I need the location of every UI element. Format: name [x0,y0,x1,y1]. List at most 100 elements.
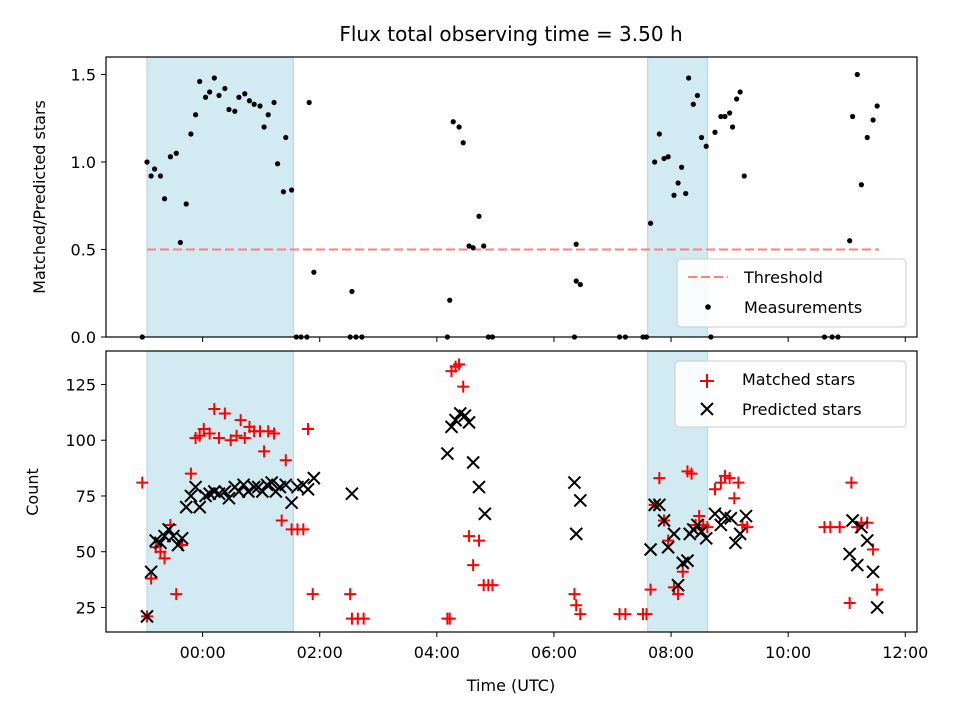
measurement-point-7 [173,150,179,156]
top-y-tick-label-1: 0.5 [71,241,96,260]
predicted-star-point-10 [184,489,198,503]
measurement-point-79 [729,124,736,130]
predicted-star-point-62 [699,531,713,546]
bottom-y-tick-label-4: 125 [65,375,96,394]
bottom-y-tick-label-1: 50 [76,543,96,562]
matched-star-point-34 [344,588,357,601]
predicted-star-point-30 [279,478,293,492]
matched-star-point-59 [653,472,666,485]
legend-measurements-swatch [705,304,711,310]
measurement-point-18 [226,106,232,113]
measurement-point-44 [456,124,462,130]
predicted-star-point-23 [247,480,261,494]
measurement-point-61 [652,159,658,165]
bottom-x-tick-label-6: 12:00 [882,643,928,662]
measurement-point-62 [656,131,662,137]
predicted-star-point-8 [175,531,189,546]
bottom-panel-frame [105,350,918,633]
matched-star-point-83 [845,476,858,489]
predicted-star-point-1 [144,565,158,579]
measurement-point-17 [222,85,228,92]
predicted-star-point-44 [472,480,486,494]
matched-star-point-28 [279,454,292,467]
matched-star-point-52 [574,608,587,621]
chart-title: Flux total observing time = 3.50 h [339,22,682,46]
matched-star-point-0 [136,476,149,489]
matched-star-point-26 [268,427,281,440]
measurement-point-11 [192,112,199,118]
measurement-point-72 [698,134,705,141]
matched-star-point-72 [714,476,727,489]
predicted-star-point-39 [448,413,463,427]
measurement-point-64 [665,154,671,160]
matched-star-point-24 [258,445,271,458]
bottom-y-tick-label-2: 75 [76,487,96,506]
matched-star-point-50 [568,588,581,601]
matched-star-point-18 [230,429,243,442]
predicted-star-point-66 [724,511,738,525]
top-legend: Threshold Measurements [676,258,907,328]
predicted-star-point-50 [647,498,662,512]
matched-star-point-25 [262,425,275,438]
measurement-point-55 [577,281,583,288]
matched-star-point-4 [154,545,167,558]
measurement-point-63 [661,155,667,162]
predicted-star-point-73 [854,520,869,534]
measurement-point-86 [847,238,853,244]
predicted-star-point-27 [265,475,279,490]
matched-star-point-82 [843,597,856,610]
matched-star-point-54 [619,608,632,621]
measurement-point-81 [737,89,743,95]
predicted-star-point-38 [444,420,459,434]
measurement-point-36 [311,269,317,275]
top-panel: 0.0 0.5 1.0 1.5 Matched/Predicted stars Thr… [30,56,918,347]
measurement-point-60 [647,220,654,226]
measurement-point-4 [157,173,164,179]
measurement-point-22 [246,98,253,104]
measurement-point-6 [167,154,174,160]
matched-star-point-43 [457,380,470,393]
measurement-point-23 [251,101,257,107]
legend-matched-label: Matched stars [742,370,855,389]
predicted-star-point-75 [866,565,880,579]
matched-star-point-74 [723,472,736,485]
matched-star-point-16 [218,407,231,420]
predicted-star-point-18 [222,491,236,505]
matched-star-point-42 [453,358,466,371]
measurement-point-38 [349,288,355,295]
measurement-point-73 [703,143,709,149]
matched-star-point-78 [741,521,754,534]
matched-star-point-63 [672,588,685,601]
matched-star-point-64 [676,565,689,578]
predicted-star-point-69 [739,509,753,523]
predicted-star-point-17 [218,484,232,499]
measurement-point-87 [849,113,856,120]
measurement-point-89 [858,182,864,188]
predicted-star-point-46 [567,475,582,490]
measurement-point-12 [197,78,203,85]
top-y-tick-label-3: 1.5 [71,66,96,85]
bottom-x-tick-label-1: 02:00 [297,643,343,662]
predicted-star-point-74 [860,533,874,548]
matched-star-point-37 [357,612,370,625]
bottom-x-tick-label-3: 06:00 [531,643,577,662]
bottom-legend: Matched stars Predicted stars [674,360,907,428]
bottom-y-tick-label-3: 100 [65,431,96,450]
measurement-point-19 [232,108,238,114]
measurement-point-92 [874,103,880,109]
matched-star-point-5 [158,552,171,565]
matched-star-point-20 [238,431,251,444]
matched-star-point-66 [685,467,698,480]
measurement-point-30 [283,134,289,141]
measurement-point-26 [265,112,271,118]
predicted-star-point-3 [153,536,168,550]
measurement-point-71 [694,92,701,99]
measurement-point-76 [718,113,724,120]
predicted-star-point-35 [307,471,321,485]
matched-star-point-51 [570,599,583,612]
predicted-star-point-41 [458,408,472,423]
bottom-x-tick-label-4: 08:00 [648,643,694,662]
top-legend-box [676,258,907,328]
measurement-point-53 [573,241,579,247]
measurement-point-28 [274,161,281,167]
